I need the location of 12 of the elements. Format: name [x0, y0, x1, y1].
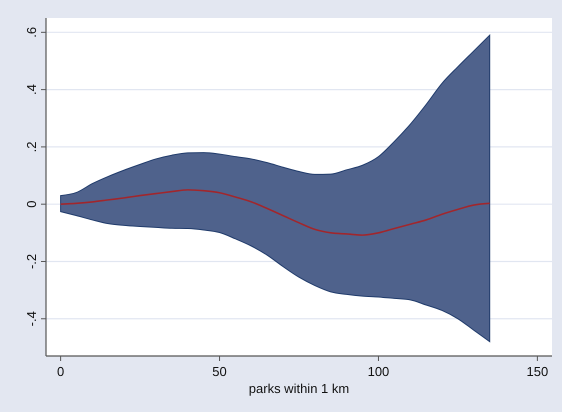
y-tick-label: -.2	[24, 254, 39, 270]
x-tick-label: 100	[368, 364, 390, 379]
x-axis-title: parks within 1 km	[248, 381, 350, 396]
y-tick-label: .2	[24, 141, 39, 152]
y-tick-label: -.4	[24, 311, 39, 326]
line-series	[60, 189, 491, 236]
y-tick-label: .4	[24, 84, 39, 96]
x-tick-label: 150	[526, 364, 548, 379]
x-tick-label: 0	[57, 364, 64, 379]
y-tick-label: 0	[24, 200, 39, 208]
y-tick-label: .6	[24, 26, 39, 38]
x-tick-label: 50	[212, 364, 227, 379]
